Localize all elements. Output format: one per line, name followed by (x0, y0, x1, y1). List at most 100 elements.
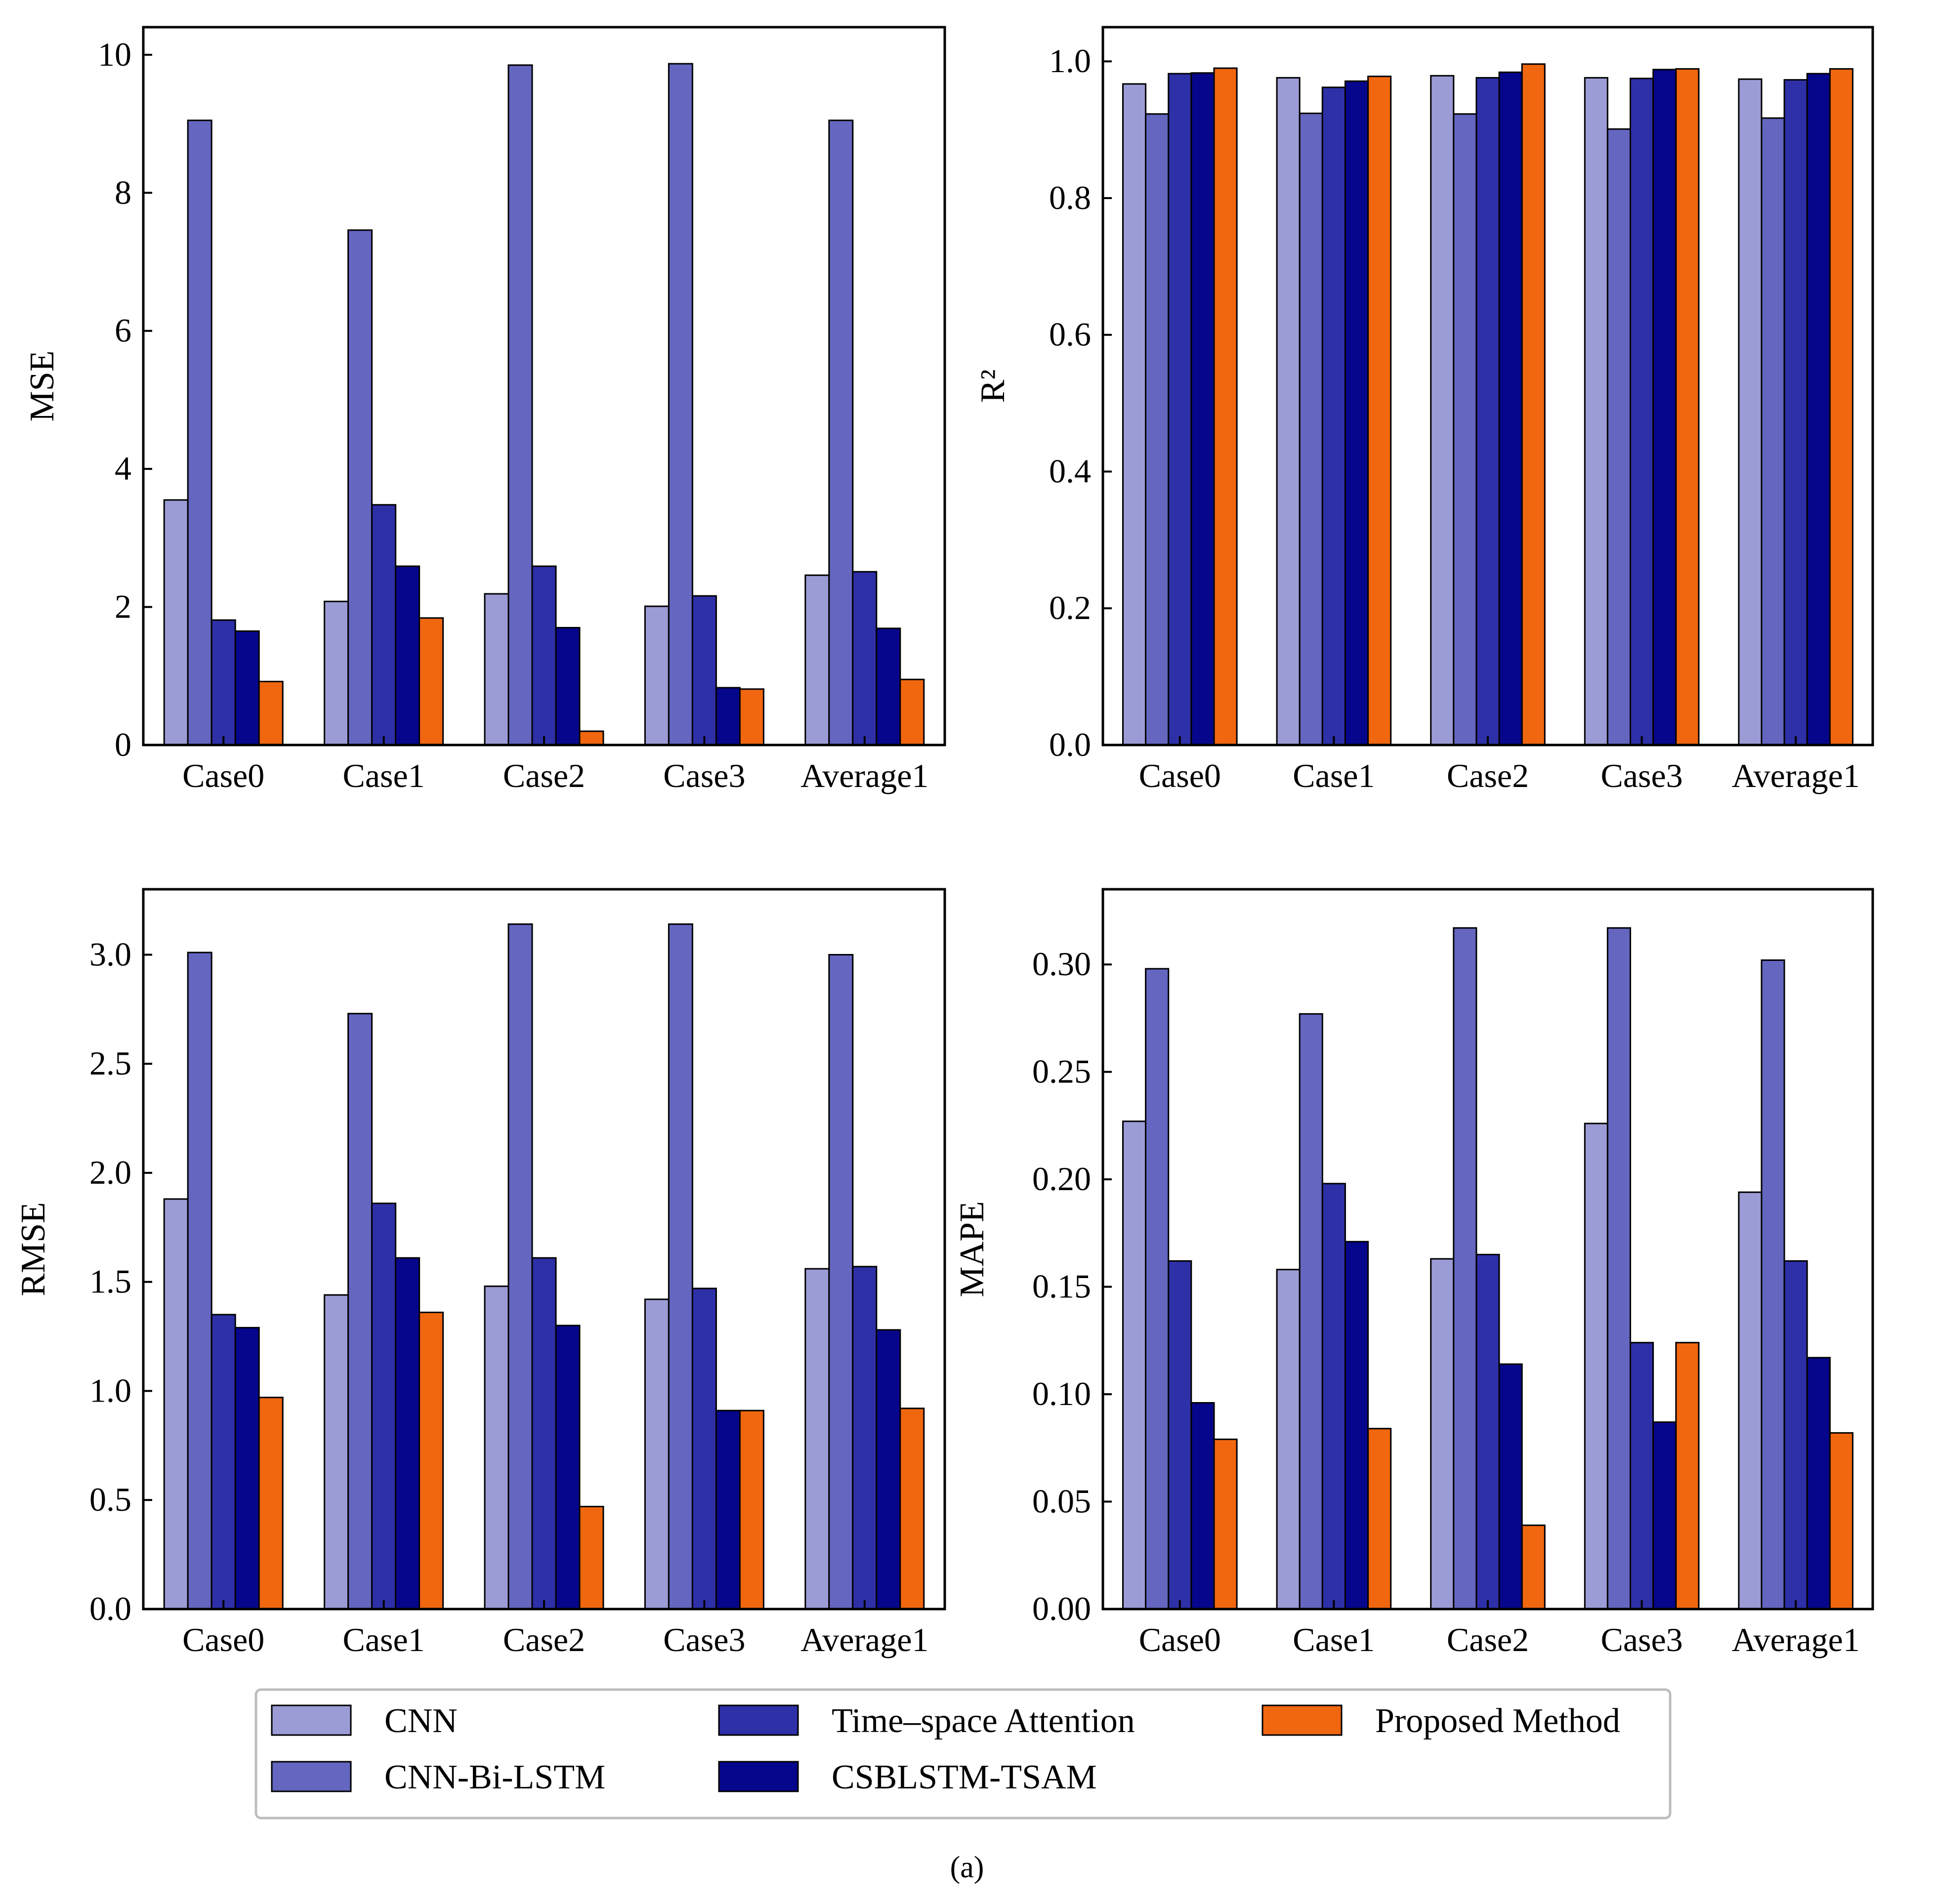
y-tick-label: 3.0 (89, 935, 131, 973)
chart-r: 0.0 0.2 0.4 0.6 0.8 1.0 Case0 Case1 Case2 Case3 Av… (974, 26, 1874, 794)
bar-csblstm-tsam-case3 (1652, 1421, 1677, 1610)
bar-time-space-attention-average1 (852, 571, 878, 746)
chart-mape: 0.00 0.05 0.10 0.15 0.20 0.25 0.30 Case0 Case1 Ca… (953, 888, 1874, 1658)
y-tick-label: 2 (115, 588, 131, 625)
bar-time-space-attention-case2 (531, 1257, 557, 1610)
bar-cnn-case1 (324, 1294, 349, 1610)
figure-caption: (a) (950, 1851, 984, 1884)
bar-csblstm-tsam-case1 (1345, 1241, 1369, 1610)
y-tick-label: 0.30 (1032, 945, 1091, 983)
bar-cnn-average1 (804, 574, 830, 746)
x-tick-label-case0: Case0 (1139, 757, 1221, 794)
legend-swatch-csblstm-tsam (718, 1761, 799, 1792)
y-tick-label: 0.5 (89, 1481, 131, 1518)
x-tick-label-average1: Average1 (800, 757, 928, 794)
bar-csblstm-tsam-case0 (234, 630, 260, 746)
bar-cnn-case1 (1276, 77, 1301, 746)
bar-proposed-method-average1 (1829, 1432, 1853, 1610)
y-tick-label: 0 (115, 726, 131, 763)
bar-cnn-average1 (1738, 78, 1763, 746)
x-tick-label-case3: Case3 (663, 1621, 745, 1658)
bar-proposed-method-average1 (899, 1407, 925, 1610)
bar-cnn-bi-lstm-case1 (1299, 112, 1323, 746)
bar-cnn-bi-lstm-average1 (1761, 117, 1785, 746)
bar-time-space-attention-case3 (691, 1287, 717, 1610)
charts-group: 0 2 4 6 8 10 Case0 Case1 Case2 Case3 Average1 MSE 0.… (14, 26, 1874, 1658)
bar-cnn-bi-lstm-case1 (1299, 1013, 1323, 1610)
bar-cnn-case1 (1276, 1269, 1301, 1610)
y-tick-label: 0.0 (1049, 726, 1091, 763)
bar-time-space-attention-case0 (210, 619, 236, 746)
bar-proposed-method-average1 (899, 678, 925, 746)
bar-cnn-case2 (1430, 1258, 1455, 1610)
bar-cnn-bi-lstm-case3 (1606, 927, 1631, 1610)
bar-time-space-attention-case3 (691, 595, 717, 746)
bar-proposed-method-case0 (258, 681, 284, 746)
bar-cnn-bi-lstm-average1 (828, 120, 854, 746)
y-tick-label: 0.00 (1032, 1590, 1091, 1627)
bar-csblstm-tsam-case3 (1652, 69, 1677, 746)
x-tick-label-case2: Case2 (1447, 757, 1529, 794)
legend-swatch-proposed-method (1261, 1704, 1343, 1736)
bar-proposed-method-case1 (1367, 76, 1392, 746)
y-tick-label: 0.6 (1049, 316, 1091, 353)
x-tick-label-case0: Case0 (182, 757, 264, 794)
x-tick-label-case1: Case1 (1293, 757, 1375, 794)
bar-time-space-attention-case1 (371, 1202, 397, 1610)
y-axis-label: MSE (23, 351, 61, 422)
bar-csblstm-tsam-case2 (555, 627, 581, 746)
bar-csblstm-tsam-case1 (395, 565, 420, 746)
legend-label-proposed-method: Proposed Method (1375, 1702, 1620, 1740)
bar-cnn-bi-lstm-average1 (828, 954, 854, 1610)
bar-proposed-method-case1 (1367, 1428, 1392, 1610)
bar-cnn-case0 (163, 499, 189, 746)
y-tick-label: 0.8 (1049, 179, 1091, 216)
bar-cnn-bi-lstm-case3 (1606, 128, 1631, 746)
bar-cnn-bi-lstm-case0 (187, 952, 212, 1610)
bar-time-space-attention-case1 (1321, 1183, 1346, 1610)
bar-proposed-method-case3 (739, 688, 764, 746)
bar-time-space-attention-average1 (1783, 1260, 1808, 1610)
legend-label-cnn-bi-lstm: CNN-Bi-LSTM (384, 1758, 605, 1796)
bar-cnn-case2 (484, 1285, 509, 1610)
x-tick-label-average1: Average1 (800, 1621, 928, 1658)
y-tick-label: 0.4 (1049, 452, 1091, 490)
legend-swatch-cnn (271, 1704, 352, 1736)
bar-csblstm-tsam-average1 (1806, 73, 1831, 746)
bar-proposed-method-case1 (419, 617, 444, 746)
bar-cnn-case0 (1122, 83, 1147, 746)
bar-cnn-case0 (1122, 1120, 1147, 1610)
x-tick-label-average1: Average1 (1732, 757, 1860, 794)
y-tick-label: 1.0 (89, 1371, 131, 1409)
x-tick-label-case3: Case3 (1601, 1621, 1683, 1658)
x-tick-label-case3: Case3 (663, 757, 745, 794)
bar-cnn-case3 (644, 605, 670, 746)
bar-cnn-bi-lstm-case0 (1145, 968, 1170, 1610)
bar-cnn-bi-lstm-case0 (1145, 113, 1170, 746)
legend-swatch-cnn-bi-lstm (271, 1761, 352, 1792)
bar-cnn-bi-lstm-case2 (1453, 927, 1477, 1610)
bar-csblstm-tsam-case2 (1498, 71, 1523, 746)
bar-proposed-method-case0 (1213, 67, 1238, 746)
bar-cnn-case3 (1584, 1122, 1608, 1610)
y-axis-label: R² (974, 370, 1012, 403)
bar-cnn-average1 (1738, 1191, 1763, 1610)
bar-cnn-bi-lstm-case1 (347, 1013, 373, 1610)
bar-csblstm-tsam-case0 (1190, 1402, 1215, 1610)
bar-time-space-attention-case2 (1475, 1253, 1500, 1610)
bar-proposed-method-case2 (1521, 1524, 1546, 1610)
bar-proposed-method-case3 (1675, 1342, 1700, 1610)
y-tick-label: 0.2 (1049, 589, 1091, 626)
y-tick-label: 2.5 (89, 1044, 131, 1082)
bar-cnn-case3 (1584, 77, 1608, 746)
x-tick-label-case2: Case2 (503, 757, 585, 794)
bar-cnn-bi-lstm-case2 (507, 64, 533, 746)
bar-csblstm-tsam-case2 (1498, 1363, 1523, 1610)
bar-time-space-attention-case1 (1321, 86, 1346, 746)
bar-proposed-method-case2 (579, 730, 604, 746)
legend: CNN CNN-Bi-LSTM Time–space Attention CSB… (254, 1688, 1672, 1820)
y-tick-label: 0.0 (89, 1590, 131, 1627)
bar-time-space-attention-case0 (210, 1314, 236, 1610)
bar-proposed-method-case2 (1521, 63, 1546, 746)
bar-time-space-attention-case2 (531, 565, 557, 746)
